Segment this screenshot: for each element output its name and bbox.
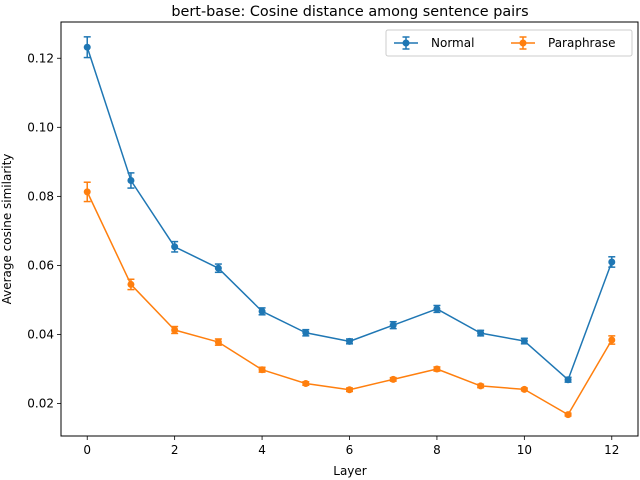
data-point-normal-2 <box>171 243 179 251</box>
data-point-paraphrase-10 <box>520 385 528 393</box>
data-point-paraphrase-9 <box>477 382 485 390</box>
data-point-normal-0 <box>83 43 91 51</box>
legend-label-normal: Normal <box>431 36 474 50</box>
data-point-paraphrase-5 <box>302 380 310 388</box>
data-point-paraphrase-4 <box>258 366 266 374</box>
data-point-normal-1 <box>127 176 135 184</box>
x-tick-label-8: 8 <box>433 443 441 457</box>
data-point-paraphrase-11 <box>564 411 572 419</box>
data-point-paraphrase-7 <box>389 375 397 383</box>
data-point-paraphrase-6 <box>346 386 353 394</box>
legend: Normal Paraphrase <box>385 29 633 57</box>
data-point-normal-11 <box>564 376 572 384</box>
data-point-paraphrase-2 <box>171 326 179 334</box>
y-tick-label-2: 0.06 <box>27 258 54 272</box>
data-point-paraphrase-0 <box>83 188 91 196</box>
legend-entry-normal: Normal <box>394 36 474 50</box>
y-tick-label-5: 0.12 <box>27 51 54 65</box>
legend-key-paraphrase <box>511 36 535 50</box>
y-axis-label: Average cosine similarity <box>0 154 14 305</box>
x-tick-label-10: 10 <box>517 443 532 457</box>
data-point-paraphrase-12 <box>608 336 616 344</box>
plot-area <box>83 36 616 419</box>
x-tick-label-6: 6 <box>346 443 354 457</box>
x-tick-label-4: 4 <box>258 443 266 457</box>
data-point-normal-9 <box>477 329 485 337</box>
x-tick-label-0: 0 <box>83 443 91 457</box>
data-point-normal-8 <box>433 305 441 313</box>
data-point-normal-6 <box>346 337 353 345</box>
data-point-normal-4 <box>258 307 266 315</box>
x-axis: 0 2 4 6 8 10 12 <box>83 436 619 457</box>
legend-box <box>385 29 633 57</box>
series-paraphrase <box>83 181 616 419</box>
data-point-normal-5 <box>302 329 310 337</box>
data-point-paraphrase-3 <box>214 338 222 346</box>
y-axis: 0.02 0.04 0.06 0.08 0.10 0.12 <box>27 51 61 411</box>
legend-entry-paraphrase: Paraphrase <box>511 36 615 50</box>
y-tick-label-3: 0.08 <box>27 189 54 203</box>
chart-title: bert-base: Cosine distance among sentenc… <box>171 4 528 20</box>
y-tick-label-4: 0.10 <box>27 120 54 134</box>
data-point-paraphrase-1 <box>127 280 135 288</box>
x-tick-label-2: 2 <box>171 443 179 457</box>
legend-label-paraphrase: Paraphrase <box>548 36 615 50</box>
data-point-normal-3 <box>214 264 222 272</box>
data-point-normal-10 <box>520 337 528 345</box>
data-point-normal-7 <box>389 321 397 329</box>
legend-marker-normal <box>402 39 410 47</box>
y-tick-label-1: 0.04 <box>27 327 54 341</box>
data-point-paraphrase-8 <box>433 365 441 373</box>
y-tick-label-0: 0.02 <box>27 397 54 411</box>
x-tick-label-12: 12 <box>604 443 619 457</box>
x-axis-label: Layer <box>333 464 367 478</box>
legend-marker-paraphrase <box>519 39 527 47</box>
data-point-normal-12 <box>608 258 616 266</box>
legend-key-normal <box>394 36 418 50</box>
series-normal <box>83 36 616 384</box>
